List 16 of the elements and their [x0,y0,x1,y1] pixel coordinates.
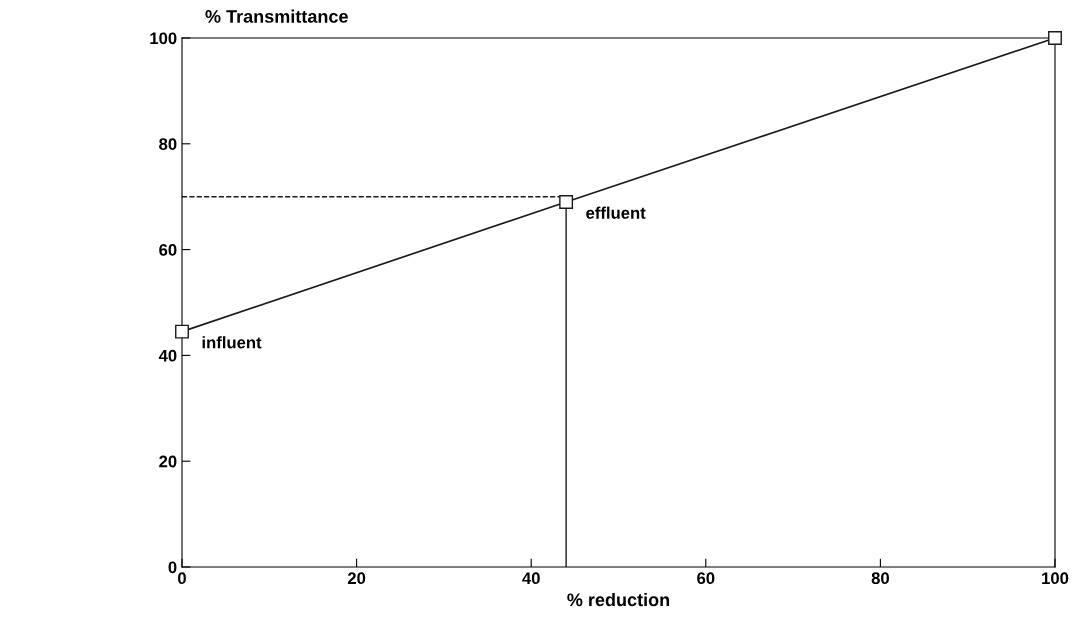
x-tick-label: 100 [1042,572,1069,585]
x-tick-label: 60 [697,572,715,585]
annotation: influent [202,336,262,349]
x-axis-title: % reduction [567,592,670,607]
y-axis-title: % Transmittance [205,9,348,23]
annotation: effluent [586,206,646,219]
y-tick-label: 0 [168,561,177,574]
y-tick-label: 40 [158,349,177,362]
y-tick-label: 100 [150,32,177,45]
x-tick-label: 20 [347,572,366,585]
y-tick-label: 60 [159,244,177,256]
y-tick-label: 20 [159,455,177,468]
y-tick-label: 80 [159,138,177,150]
x-tick-label: 80 [871,572,889,585]
x-tick-label: 40 [522,572,540,585]
x-tick-label: 0 [178,572,186,585]
